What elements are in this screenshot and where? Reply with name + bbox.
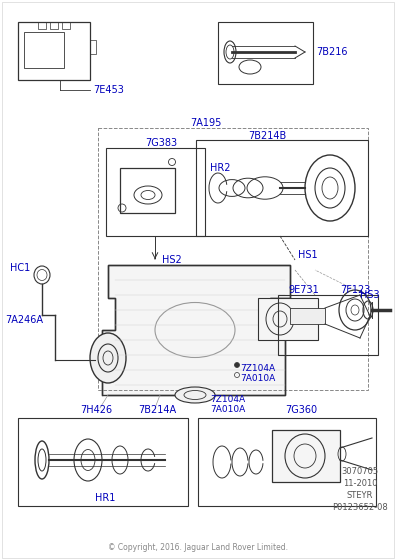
Bar xyxy=(62,22,70,29)
Bar xyxy=(98,128,368,390)
Text: 7Z104A: 7Z104A xyxy=(240,363,275,372)
Text: 7B216: 7B216 xyxy=(316,47,348,57)
Bar xyxy=(196,140,368,236)
Text: © Copyright, 2016. Jaguar Land Rover Limited.: © Copyright, 2016. Jaguar Land Rover Lim… xyxy=(108,544,288,553)
Ellipse shape xyxy=(234,362,240,367)
Bar xyxy=(258,298,318,340)
Bar xyxy=(90,40,96,54)
Bar xyxy=(290,308,325,324)
Bar xyxy=(218,22,313,84)
Text: 7E453: 7E453 xyxy=(93,85,124,95)
Polygon shape xyxy=(102,265,290,395)
Text: STEYR: STEYR xyxy=(347,492,373,501)
Text: 11-2010: 11-2010 xyxy=(343,479,377,488)
Text: HS2: HS2 xyxy=(162,255,182,265)
Text: HR1: HR1 xyxy=(95,493,115,503)
Text: 9E731: 9E731 xyxy=(288,285,319,295)
Ellipse shape xyxy=(175,387,215,403)
Text: HC1: HC1 xyxy=(10,263,30,273)
Text: 7G360: 7G360 xyxy=(285,405,317,415)
Text: 7A010A: 7A010A xyxy=(240,374,275,382)
Bar xyxy=(18,22,90,80)
Text: HS3: HS3 xyxy=(360,290,380,300)
Text: 7A195: 7A195 xyxy=(190,118,221,128)
Bar xyxy=(24,32,64,68)
Bar xyxy=(106,148,205,236)
Bar xyxy=(278,295,378,355)
Text: 3070705: 3070705 xyxy=(341,468,379,477)
Text: HR2: HR2 xyxy=(210,163,230,173)
Text: HS1: HS1 xyxy=(298,250,318,260)
Bar xyxy=(18,418,188,506)
Text: P0123652-08: P0123652-08 xyxy=(332,503,388,512)
Bar xyxy=(38,22,46,29)
Text: 7B214B: 7B214B xyxy=(248,131,286,141)
Bar xyxy=(50,22,58,29)
Text: 7B214A: 7B214A xyxy=(138,405,176,415)
Bar xyxy=(272,430,340,482)
Ellipse shape xyxy=(90,333,126,383)
Text: 7H426: 7H426 xyxy=(80,405,112,415)
Text: 7A010A: 7A010A xyxy=(210,405,245,414)
Bar xyxy=(120,168,175,213)
Text: 7Z104A: 7Z104A xyxy=(210,395,245,404)
Text: 7A246A: 7A246A xyxy=(5,315,43,325)
Bar xyxy=(198,418,376,506)
Text: 7F123: 7F123 xyxy=(340,285,370,295)
Text: 7G383: 7G383 xyxy=(145,138,177,148)
